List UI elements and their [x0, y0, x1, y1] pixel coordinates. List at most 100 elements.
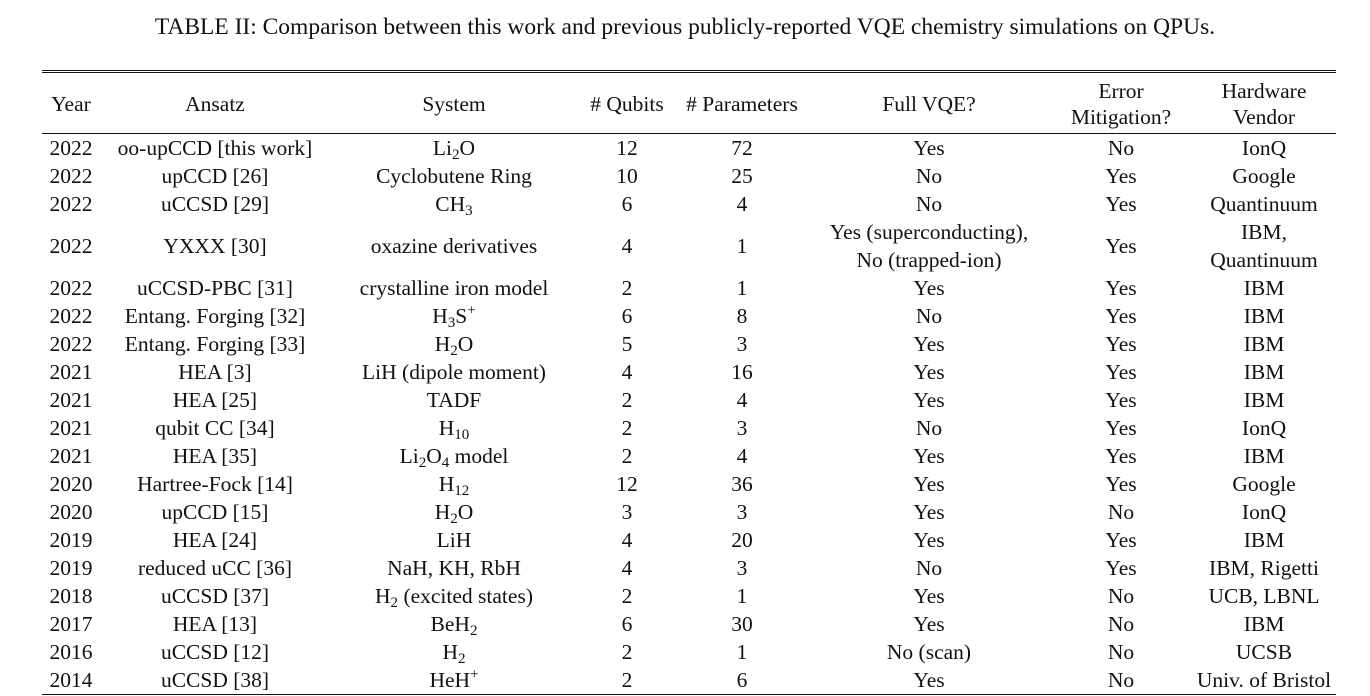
cell-hardware-vendor-line: Univ. of Bristol [1196, 668, 1332, 692]
table-row: 2021 HEA [25] TADF 2 4 Yes Yes IBM [42, 386, 1336, 414]
cell-full-vqe-line: Yes [913, 332, 945, 356]
cell-system: Li2O [330, 134, 578, 163]
cell-ansatz: Entang. Forging [33] [124, 332, 306, 356]
cell-full-vqe: No [808, 190, 1050, 218]
cell-system: oxazine derivatives [330, 218, 578, 274]
system-formula-part: 2 [418, 454, 427, 471]
system-formula-part: H [442, 640, 458, 664]
cell-parameters: 1 [736, 276, 748, 300]
cell-hardware-vendor-line: IBM [1243, 444, 1285, 468]
cell-system: H3S+ [330, 302, 578, 330]
cell-parameters: 8 [736, 304, 748, 328]
header-parameters: # Parameters [676, 71, 808, 134]
cell-hardware-vendor-line: IBM, Rigetti [1209, 556, 1319, 580]
cell-qubits: 6 [621, 612, 633, 636]
cell-full-vqe-line: Yes (superconducting), [829, 220, 1029, 244]
cell-hardware-vendor-line: IBM [1243, 612, 1285, 636]
cell-hardware-vendor: IBM, Quantinuum [1192, 218, 1336, 274]
system-formula-part: S [455, 304, 468, 328]
cell-parameters: 1 [736, 584, 748, 608]
cell-ansatz: uCCSD [37] [160, 584, 270, 608]
cell-qubits: 4 [621, 556, 633, 580]
table-row: 2021 qubit CC [34] H10 2 3 No Yes IonQ [42, 414, 1336, 442]
cell-year: 2022 [49, 304, 93, 328]
cell-year: 2022 [49, 332, 93, 356]
system-formula-part: O [457, 332, 474, 356]
cell-ansatz: HEA [24] [172, 528, 258, 552]
cell-qubits: 6 [621, 304, 633, 328]
cell-system: Li2O4 model [330, 442, 578, 470]
cell-qubits: 2 [621, 276, 633, 300]
cell-year: 2021 [49, 444, 93, 468]
system-formula-part: 10 [454, 426, 470, 443]
cell-full-vqe: Yes [808, 386, 1050, 414]
cell-full-vqe: Yes [808, 470, 1050, 498]
cell-qubits: 2 [621, 444, 633, 468]
system-formula-part: Li [432, 136, 453, 160]
system-formula-part: oxazine derivatives [370, 234, 538, 258]
cell-hardware-vendor-line: Quantinuum [1210, 192, 1318, 216]
cell-hardware-vendor-line: IonQ [1241, 416, 1287, 440]
cell-year: 2021 [49, 360, 93, 384]
system-formula-part: 3 [465, 202, 473, 219]
header-error-mitigation-line2: Mitigation? [1070, 105, 1172, 129]
cell-full-vqe-line: No [915, 192, 943, 216]
header-error-mitigation-line1: Error [1098, 79, 1144, 103]
cell-ansatz: qubit CC [34] [155, 416, 275, 440]
cell-full-vqe-line: Yes [913, 472, 945, 496]
system-formula-part: NaH, KH, RbH [387, 556, 521, 580]
table-row: 2017 HEA [13] BeH2 6 30 Yes No IBM [42, 610, 1336, 638]
comparison-table: Year Ansatz System # Qubits # Parameters… [42, 70, 1336, 695]
table-body: 2022 oo-upCCD [this work] Li2O 12 72 Yes No Ion… [42, 134, 1336, 695]
cell-ansatz: uCCSD [29] [160, 192, 270, 216]
cell-full-vqe: Yes [808, 274, 1050, 302]
cell-qubits: 4 [621, 528, 633, 552]
cell-hardware-vendor: IonQ [1192, 498, 1336, 526]
cell-qubits: 2 [621, 640, 633, 664]
cell-full-vqe: Yes [808, 666, 1050, 695]
cell-error-mitigation: Yes [1105, 528, 1137, 552]
system-formula-part: H [434, 500, 451, 524]
cell-year: 2017 [49, 612, 93, 636]
cell-hardware-vendor: Google [1192, 470, 1336, 498]
system-formula-part: 3 [447, 314, 456, 331]
cell-parameters: 1 [736, 640, 748, 664]
cell-year: 2022 [49, 164, 93, 188]
system-formula-part: 2 [452, 146, 460, 163]
cell-system: crystalline iron model [330, 274, 578, 302]
cell-full-vqe-line: Yes [913, 136, 945, 160]
cell-system: H12 [330, 470, 578, 498]
cell-error-mitigation: Yes [1105, 234, 1137, 258]
cell-system: CH3 [330, 190, 578, 218]
cell-system: HeH+ [330, 666, 578, 695]
cell-year: 2020 [49, 472, 93, 496]
cell-full-vqe: Yes [808, 582, 1050, 610]
cell-error-mitigation: No [1107, 640, 1135, 664]
cell-full-vqe-line: No [915, 164, 943, 188]
cell-full-vqe: No [808, 414, 1050, 442]
system-formula-part: Cyclobutene Ring [376, 164, 532, 188]
cell-error-mitigation: No [1107, 612, 1135, 636]
cell-hardware-vendor-line: IBM [1243, 332, 1285, 356]
cell-system: LiH (dipole moment) [330, 358, 578, 386]
system-formula-part: 2 [450, 342, 458, 359]
cell-hardware-vendor-line: IonQ [1241, 136, 1287, 160]
header-hardware-vendor-line2: Vendor [1232, 105, 1296, 129]
cell-hardware-vendor: Univ. of Bristol [1192, 666, 1336, 695]
system-formula-part: H [434, 332, 451, 356]
cell-system: H2 (excited states) [330, 582, 578, 610]
system-formula-part: 2 [469, 622, 478, 639]
cell-hardware-vendor-line: IBM [1243, 276, 1285, 300]
cell-hardware-vendor-line: IBM [1243, 360, 1285, 384]
system-formula-part: O [426, 444, 442, 468]
table-row: 2019 HEA [24] LiH 4 20 Yes Yes IBM [42, 526, 1336, 554]
system-formula-part: + [470, 666, 479, 683]
cell-error-mitigation: Yes [1105, 360, 1137, 384]
cell-parameters: 3 [736, 556, 748, 580]
cell-parameters: 36 [731, 472, 753, 496]
cell-full-vqe-line: Yes [913, 444, 945, 468]
cell-full-vqe-line: No (trapped-ion) [856, 248, 1002, 272]
cell-system: H2 [330, 638, 578, 666]
cell-system: NaH, KH, RbH [330, 554, 578, 582]
system-formula-part: H [438, 472, 455, 496]
